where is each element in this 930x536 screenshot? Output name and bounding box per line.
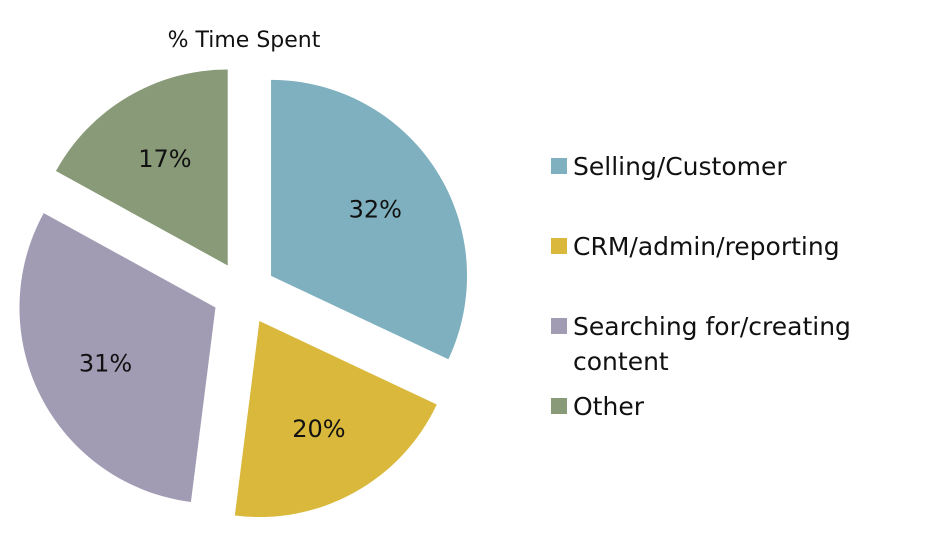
- legend-swatch: [551, 158, 567, 174]
- legend-swatch: [551, 318, 567, 334]
- pie-slice-selling-customer: [271, 79, 468, 360]
- pie-slice-crm-admin-reporting: [234, 321, 437, 518]
- slice-data-label: 20%: [292, 415, 345, 443]
- pie-slice-labels: 32% 20% 31% 17%: [79, 145, 402, 443]
- legend-label: Other: [573, 392, 645, 421]
- slice-data-label: 31%: [79, 350, 132, 378]
- pie-slices: [19, 69, 468, 518]
- legend-swatch: [551, 238, 567, 254]
- pie-slice-other: [55, 69, 228, 266]
- chart-title: % Time Spent: [168, 28, 321, 53]
- legend-swatch: [551, 398, 567, 414]
- legend-label: Searching for/creating: [573, 312, 851, 341]
- legend-label: content: [573, 347, 669, 376]
- pie-slice-searching-for-creating-content: [19, 213, 216, 502]
- legend-label: CRM/admin/reporting: [573, 232, 840, 261]
- legend: Selling/Customer CRM/admin/reporting Searc…: [551, 152, 851, 421]
- slice-data-label: 32%: [349, 196, 402, 224]
- legend-label: Selling/Customer: [573, 152, 787, 181]
- slice-data-label: 17%: [138, 145, 191, 173]
